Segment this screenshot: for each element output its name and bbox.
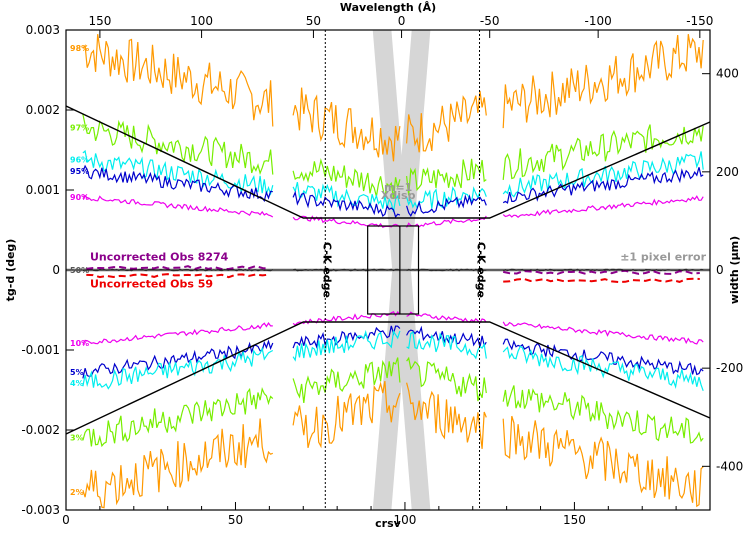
top-axis-title: Wavelength (Å) (340, 1, 436, 14)
y-tick-label-6: -0.003 (21, 503, 60, 517)
y-tick-label-5: -0.002 (21, 423, 60, 437)
order-label-1: m=1 (384, 181, 412, 194)
series-line-9-seg-3 (502, 385, 704, 444)
edge-label-0: C-K edge (320, 242, 333, 298)
right-tick-label-0: 400 (716, 67, 739, 81)
top-tick-label-5: -100 (585, 14, 612, 28)
series-line-9-seg-0 (82, 387, 274, 448)
series-line-0-seg-0 (82, 34, 274, 127)
series-line-3-seg-1 (292, 190, 401, 219)
top-tick-label-0: 150 (88, 14, 111, 28)
right-axis-title: width (µm) (728, 236, 741, 304)
uncorrected-line-0-0 (86, 265, 270, 271)
series-line-0-seg-1 (292, 87, 401, 162)
series-line-7-seg-3 (502, 338, 704, 376)
series-line-0-seg-3 (502, 34, 704, 129)
series-line-6-seg-0 (82, 322, 273, 346)
pct-label-5: 50% (70, 266, 89, 275)
envelope-lines (65, 105, 711, 435)
top-tick-label-3: 0 (398, 14, 406, 28)
pct-label-9: 3% (70, 434, 84, 443)
series-line-8-seg-2 (406, 331, 487, 360)
pct-label-7: 5% (70, 368, 84, 377)
top-tick-label-2: 50 (306, 14, 321, 28)
envelope-lower (65, 321, 711, 435)
series-line-0-seg-2 (406, 90, 487, 153)
right-tick-label-2: 0 (716, 263, 724, 277)
pct-label-6: 10% (70, 339, 89, 348)
series-line-2-seg-1 (292, 182, 401, 212)
series-line-8-seg-1 (292, 329, 401, 362)
axis-ticks (65, 29, 711, 511)
series-line-6-seg-1 (292, 310, 401, 326)
series-line-3-seg-2 (406, 194, 487, 218)
y-tick-label-0: 0.003 (26, 23, 60, 37)
y-tick-label-4: -0.001 (21, 343, 60, 357)
y-axis-title: tg-d (deg) (4, 239, 17, 302)
series-line-10-seg-1 (292, 380, 401, 449)
top-tick-label-4: -50 (480, 14, 500, 28)
uncorrected-label-0: Uncorrected Obs 8274 (90, 250, 229, 263)
series-line-7-seg-1 (292, 325, 401, 349)
y-tick-label-1: 0.002 (26, 103, 60, 117)
order-label-2: Xdisp (381, 189, 416, 202)
y-tick-label-3: 0 (52, 263, 60, 277)
series-line-3-seg-0 (82, 164, 273, 203)
x-tick-label-2: 100 (393, 513, 416, 527)
series-line-9-seg-1 (292, 357, 401, 403)
envelope-upper (65, 105, 711, 219)
series-line-1-seg-2 (406, 158, 487, 196)
series-line-9-seg-2 (406, 356, 487, 402)
pct-label-4: 90% (70, 193, 89, 202)
series-line-2-seg-0 (82, 149, 274, 196)
right-tick-label-1: 200 (716, 165, 739, 179)
series-line-8-seg-0 (82, 346, 274, 390)
top-tick-label-6: -150 (686, 14, 713, 28)
uncorrected-label-1: Uncorrected Obs 59 (90, 278, 213, 291)
pct-label-3: 95% (70, 167, 89, 176)
x-tick-label-0: 0 (62, 513, 70, 527)
x-tick-label-3: 150 (563, 513, 586, 527)
series-line-4-seg-0 (82, 194, 274, 218)
pct-label-1: 97% (70, 124, 89, 133)
series-line-1-seg-1 (292, 158, 401, 200)
series-line-4-seg-3 (502, 195, 704, 218)
series-line-8-seg-3 (502, 345, 704, 392)
uncorrected-line-1-0 (86, 273, 270, 279)
edge-label-1: C-K edge (475, 242, 488, 298)
top-tick-label-1: 100 (190, 14, 213, 28)
series-line-6-seg-3 (502, 321, 704, 345)
series-line-6-seg-2 (406, 311, 487, 324)
series-line-4-seg-2 (406, 215, 487, 228)
right-tick-label-3: -200 (716, 361, 743, 375)
edge-markers (324, 30, 481, 510)
right-tick-label-4: -400 (716, 459, 743, 473)
series-line-1-seg-0 (82, 114, 274, 176)
series-line-10-seg-0 (82, 418, 274, 509)
y-tick-label-2: 0.001 (26, 183, 60, 197)
series-line-2-seg-2 (406, 186, 487, 210)
pct-label-10: 2% (70, 488, 84, 497)
labels: C-K edge C-K edge 0 50 100 150 0.003 0.002 0.001… (4, 1, 743, 530)
pct-label-8: 4% (70, 379, 84, 388)
series-line-10-seg-2 (406, 382, 487, 449)
series-line-1-seg-3 (502, 124, 704, 180)
series-line-2-seg-3 (502, 151, 704, 198)
x-tick-label-1: 50 (228, 513, 243, 527)
uncorrected-line-1-1 (503, 277, 700, 284)
pct-label-2: 96% (70, 155, 89, 164)
uncorrected-line-0-1 (502, 269, 700, 275)
pct-label-0: 98% (70, 44, 89, 53)
x-axis-title: crsv (375, 517, 401, 530)
pixel-error-label: ±1 pixel error (620, 250, 706, 263)
series-line-10-seg-3 (502, 415, 704, 508)
